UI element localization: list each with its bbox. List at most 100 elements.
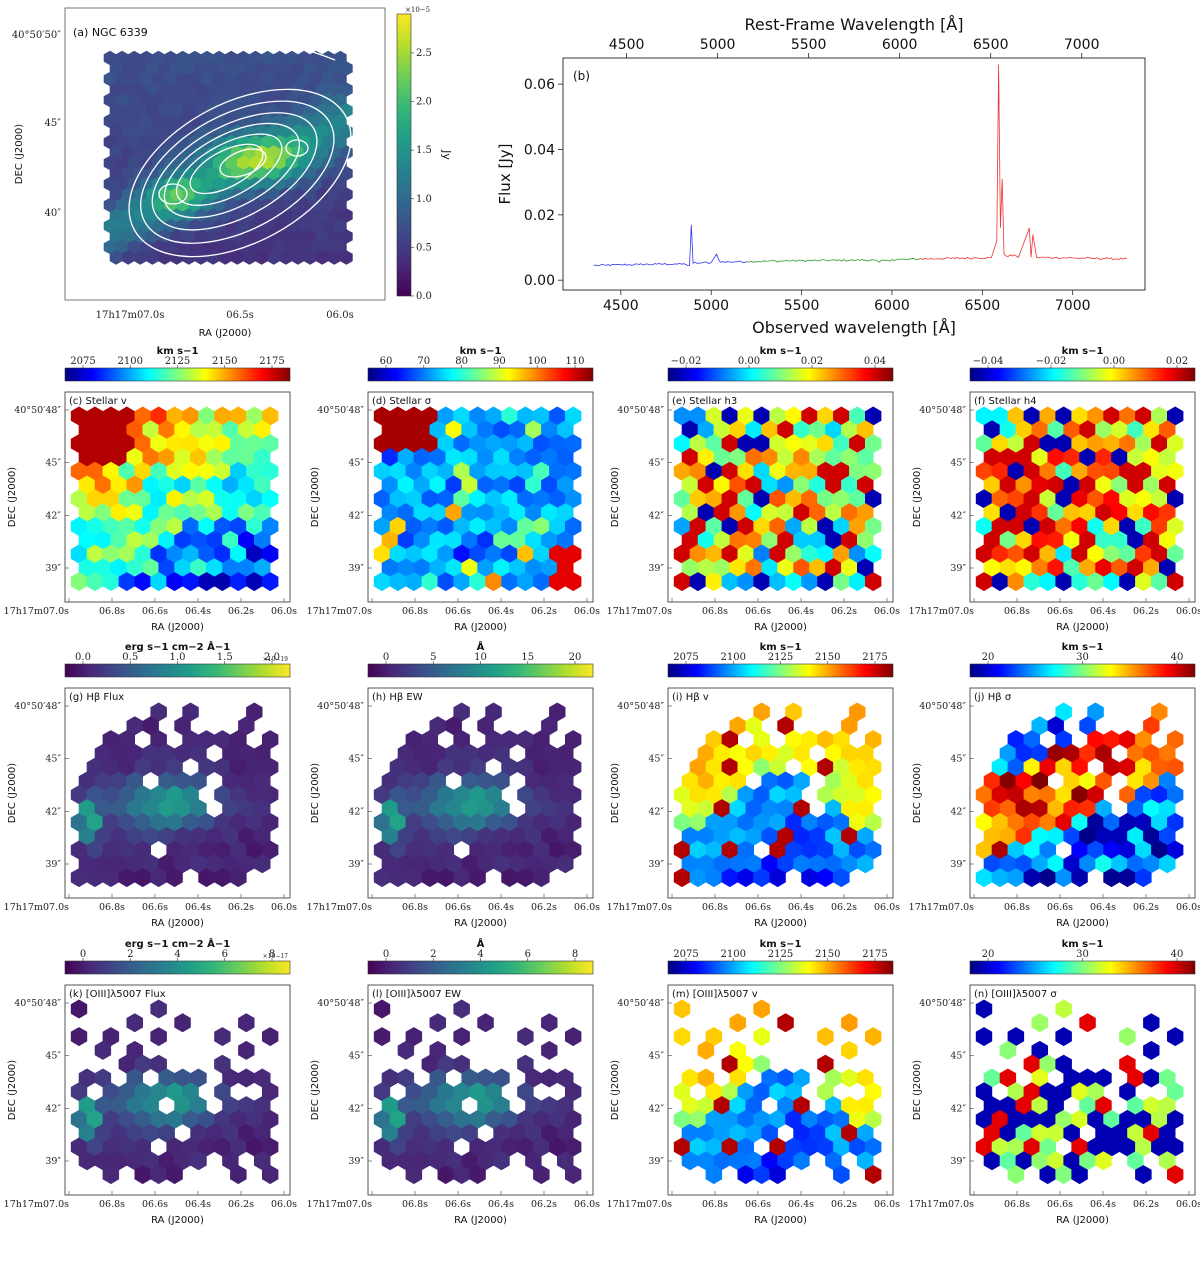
hex-bin <box>557 558 574 578</box>
hex-bin <box>381 1068 399 1088</box>
hex-bin <box>373 544 391 564</box>
hex-bin <box>262 406 279 426</box>
hex-bin <box>1055 1109 1072 1129</box>
panel-title: (b) <box>573 69 590 83</box>
hex-bin <box>721 1082 738 1102</box>
hex-bin <box>721 489 738 509</box>
hex-bin <box>1071 516 1088 536</box>
hex-bin <box>118 572 135 592</box>
hex-bin <box>152 197 165 213</box>
hex-bin <box>126 716 143 736</box>
hex-bin <box>94 854 112 874</box>
hex-bin <box>983 799 1001 819</box>
x-axis-label: RA (J2000) <box>454 918 507 929</box>
hex-bin <box>249 197 262 213</box>
hex-bin <box>445 530 462 550</box>
hex-bin <box>126 826 143 846</box>
hex-bin <box>373 1027 391 1047</box>
hex-bin <box>729 1123 746 1143</box>
hex-bin <box>453 434 470 454</box>
hex-bin <box>1127 558 1144 578</box>
hex-bin <box>493 447 510 467</box>
hex-bin <box>188 113 202 129</box>
hex-bin <box>785 702 802 722</box>
hex-bin <box>1151 840 1168 860</box>
hex-bin <box>975 785 993 805</box>
hex-bin <box>999 1123 1017 1143</box>
hex-bin <box>1007 544 1025 564</box>
hex-bin <box>254 530 271 550</box>
hex-bin <box>1119 840 1136 860</box>
hex-bin <box>285 134 299 150</box>
hex-bin <box>1039 840 1056 860</box>
hex-bin <box>188 71 202 87</box>
hex-bin <box>214 1082 231 1102</box>
colorbar-bar <box>367 367 594 382</box>
hex-bin <box>389 434 407 454</box>
hex-bin <box>254 1151 271 1171</box>
hex-bin <box>793 743 810 763</box>
hex-bin <box>801 757 818 777</box>
hex-bin <box>1167 461 1184 481</box>
hex-bin <box>713 771 731 791</box>
hex-bin <box>1039 1137 1056 1157</box>
hex-bin <box>1111 420 1128 440</box>
hex-bin <box>389 1109 407 1129</box>
x-tick-label: 17h17m07.0s <box>307 606 372 617</box>
hex-bin <box>1119 434 1136 454</box>
x-tick-label: 06.4s <box>788 1199 814 1210</box>
hex-bin <box>78 447 96 467</box>
hex-bin <box>501 812 518 832</box>
hex-bin <box>291 124 305 139</box>
hex-bin <box>541 420 558 440</box>
hex-bin <box>565 1165 582 1185</box>
hex-bin <box>1007 461 1025 481</box>
hex-bin <box>865 572 882 592</box>
hex-bin <box>118 1082 135 1102</box>
hex-bin <box>238 503 255 523</box>
hex-bin <box>421 572 438 592</box>
hex-bin <box>166 544 183 564</box>
hex-bin <box>315 250 329 265</box>
hex-bin <box>445 854 462 874</box>
hex-bin <box>849 840 866 860</box>
hex-bin <box>673 434 691 454</box>
hex-bin <box>681 475 699 495</box>
hex-bin <box>405 406 423 426</box>
y-tick-label: 45″ <box>950 458 966 469</box>
hex-bin <box>493 743 510 763</box>
hex-bin <box>689 461 707 481</box>
hex-bin <box>1031 503 1048 523</box>
hex-bin <box>1143 558 1160 578</box>
hex-bin <box>246 406 263 426</box>
hex-bin <box>262 757 279 777</box>
hex-bin <box>991 406 1009 426</box>
hex-bin <box>541 1123 558 1143</box>
hex-bin <box>1095 826 1112 846</box>
hex-bin <box>421 868 438 888</box>
hex-bin <box>158 475 175 495</box>
hex-bin <box>291 208 305 223</box>
hex-bin <box>150 757 167 777</box>
hex-bin <box>1063 447 1080 467</box>
hex-bin <box>142 503 159 523</box>
hex-bin <box>793 1123 810 1143</box>
hex-bin <box>373 434 391 454</box>
colorbar-tick-label: 8 <box>269 949 275 960</box>
hex-bin <box>525 771 542 791</box>
hex-bin <box>230 757 247 777</box>
hex-bin <box>1095 420 1112 440</box>
hex-bin <box>334 134 347 150</box>
hex-bin <box>115 197 129 213</box>
x-tick-label: 06.6s <box>1047 902 1073 913</box>
hex-bin <box>158 208 171 223</box>
y-tick-label: 42″ <box>950 1103 966 1114</box>
colorbar-h: 0 5 10 15 20Å <box>367 640 594 678</box>
hex-bin <box>737 489 754 509</box>
hex-bin <box>78 854 96 874</box>
hex-bin <box>381 530 399 550</box>
hex-bin <box>541 530 558 550</box>
hex-bin <box>246 1137 263 1157</box>
hex-bin <box>1127 743 1144 763</box>
colorbar-tick-label: 110 <box>565 356 584 367</box>
